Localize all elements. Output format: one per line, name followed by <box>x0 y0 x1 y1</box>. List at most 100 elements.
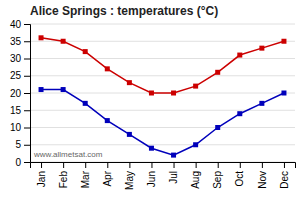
marker <box>149 91 154 96</box>
x-tick-label: Sep <box>212 171 223 189</box>
title: Alice Springs : temperatures (°C) <box>30 4 218 18</box>
marker <box>193 142 198 147</box>
y-tick-mark <box>24 128 30 129</box>
y-tick-mark <box>24 162 30 163</box>
marker <box>281 91 286 96</box>
x-axis: Jan Feb Mar Apr May Jun Jul Aug Sep Oct Nov Dec <box>31 162 296 190</box>
x-tick-label: May <box>124 171 135 190</box>
marker <box>83 101 88 106</box>
x-tick-mark <box>85 162 86 168</box>
x-tick-mark <box>174 162 175 168</box>
y-tick: 25 <box>10 70 30 81</box>
x-tick-mark <box>240 162 241 168</box>
x-tick: Mar <box>80 162 91 188</box>
x-tick: Nov <box>257 162 268 189</box>
grid-line <box>30 127 295 128</box>
marker <box>259 101 264 106</box>
grid-line <box>30 75 295 76</box>
plot-area: 0 5 10 15 20 25 30 35 40 Jan Feb Mar Apr May Jun Jul Aug… <box>10 19 296 190</box>
grid <box>30 24 295 162</box>
marker <box>215 125 220 130</box>
x-tick: Apr <box>102 162 113 187</box>
series-line <box>41 38 284 93</box>
y-tick: 5 <box>15 139 30 150</box>
annotation: www.allmetsat.com <box>33 150 103 159</box>
y-tick-mark <box>24 59 30 60</box>
chart-svg: 0 5 10 15 20 25 30 35 40 Jan Feb Mar Apr May Jun Jul Aug… <box>0 0 305 200</box>
marker <box>281 39 286 44</box>
grid-line <box>30 41 295 42</box>
x-tick-label: Jan <box>36 171 47 187</box>
y-tick: 10 <box>10 122 30 133</box>
y-tick: 30 <box>10 53 30 64</box>
marker <box>237 111 242 116</box>
marker <box>149 146 154 151</box>
marker <box>61 39 66 44</box>
series-line <box>41 90 284 156</box>
x-tick-label: Jul <box>168 171 179 184</box>
x-tick-mark <box>41 162 42 168</box>
chart-container: 0 5 10 15 20 25 30 35 40 Jan Feb Mar Apr May Jun Jul Aug… <box>0 0 305 200</box>
grid-line <box>30 24 295 25</box>
y-tick-mark <box>24 145 30 146</box>
marker <box>105 118 110 123</box>
y-axis-line <box>24 25 31 163</box>
x-tick: Jun <box>146 162 157 187</box>
x-tick-mark <box>129 162 130 168</box>
x-tick-mark <box>284 162 285 168</box>
y-tick-mark <box>24 24 30 25</box>
y-tick-mark <box>24 76 30 77</box>
x-tick-mark <box>196 162 197 168</box>
x-tick: Sep <box>212 162 223 189</box>
x-tick: Oct <box>234 162 245 187</box>
y-tick-label: 15 <box>10 105 22 116</box>
marker <box>61 87 66 92</box>
y-tick-label: 40 <box>10 19 22 30</box>
y-tick: 35 <box>10 36 30 47</box>
marker <box>171 91 176 96</box>
x-tick-label: Mar <box>80 170 91 188</box>
marker <box>39 35 44 40</box>
y-tick-label: 5 <box>15 139 21 150</box>
x-tick: Jul <box>168 162 179 184</box>
marker <box>215 70 220 75</box>
x-tick-mark <box>151 162 152 168</box>
x-tick: Jan <box>36 162 47 187</box>
x-tick-label: Jun <box>146 171 157 187</box>
marker <box>193 84 198 89</box>
x-tick: Feb <box>58 162 69 188</box>
x-tick: Dec <box>279 162 290 189</box>
x-axis-line <box>31 163 296 169</box>
x-tick-mark <box>63 162 64 168</box>
y-tick-mark <box>24 93 30 94</box>
marker <box>39 87 44 92</box>
marker <box>127 80 132 85</box>
marker <box>83 49 88 54</box>
y-tick: 15 <box>10 105 30 116</box>
marker <box>127 132 132 137</box>
y-tick: 40 <box>10 19 30 30</box>
y-tick-mark <box>24 41 30 42</box>
y-tick-label: 20 <box>10 88 22 99</box>
series <box>39 35 287 95</box>
marker <box>237 53 242 58</box>
grid-line <box>30 58 295 59</box>
marker <box>105 66 110 71</box>
y-tick: 0 <box>15 157 30 168</box>
marks <box>39 35 287 157</box>
marker <box>259 46 264 51</box>
grid-line <box>30 144 295 145</box>
x-tick-mark <box>262 162 263 168</box>
y-tick-label: 10 <box>10 122 22 133</box>
x-tick-mark <box>107 162 108 168</box>
grid-line <box>30 110 295 111</box>
x-tick-mark <box>218 162 219 168</box>
y-tick-mark <box>24 110 30 111</box>
y-tick-label: 0 <box>15 157 21 168</box>
marker <box>171 153 176 158</box>
x-tick-label: Oct <box>234 171 245 187</box>
y-axis: 0 5 10 15 20 25 30 35 40 <box>10 19 31 168</box>
x-tick-label: Dec <box>279 171 290 189</box>
series <box>39 87 287 158</box>
x-tick: Aug <box>190 162 201 189</box>
